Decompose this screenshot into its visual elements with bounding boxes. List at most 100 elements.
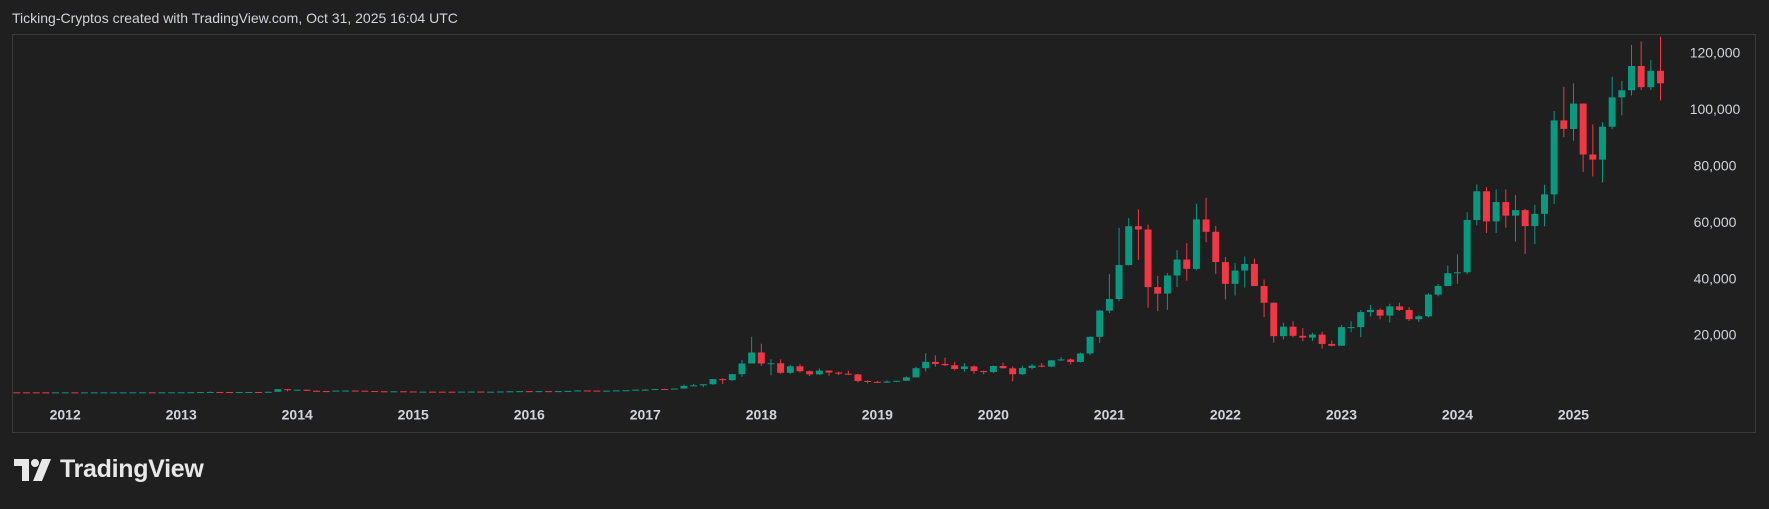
candle-body — [1444, 273, 1452, 287]
candle-body — [593, 390, 601, 392]
x-tick-label: 2025 — [1558, 407, 1589, 423]
candle-body — [1134, 226, 1142, 230]
candle-body — [1376, 309, 1384, 316]
candle-body — [1231, 270, 1239, 284]
candle-body — [1540, 194, 1548, 214]
candle-body — [255, 391, 263, 393]
candle-body — [1250, 263, 1258, 287]
candle-body — [1144, 229, 1152, 288]
candle-body — [226, 391, 234, 393]
candle-body — [583, 390, 591, 392]
pane-border — [12, 34, 1756, 433]
candle-body — [1183, 259, 1191, 269]
candle-body — [767, 363, 775, 365]
candle-body — [960, 366, 968, 369]
y-tick-label: 100,000 — [1690, 101, 1741, 117]
candle-body — [81, 392, 88, 394]
candle-body — [1221, 262, 1229, 284]
x-tick-label: 2016 — [514, 407, 545, 423]
candle-body — [361, 390, 369, 392]
candle-body — [1357, 312, 1365, 328]
candle-body — [1337, 327, 1345, 346]
x-tick-label: 2020 — [978, 407, 1009, 423]
candle-body — [1415, 316, 1423, 320]
candle-body — [129, 392, 137, 394]
candle-body — [303, 389, 311, 391]
candle-body — [467, 391, 475, 393]
y-tick-label: 20,000 — [1694, 327, 1737, 343]
candle-body — [1173, 259, 1181, 276]
candle-body — [216, 391, 224, 393]
candle-body — [1009, 368, 1017, 375]
candle-body — [400, 391, 408, 393]
candle-body — [158, 392, 166, 394]
candle-body — [525, 391, 533, 393]
candle-body — [989, 365, 997, 373]
candle-body — [177, 392, 185, 394]
candle-body — [139, 392, 147, 394]
candle-body — [245, 391, 253, 393]
candle-body — [42, 392, 50, 394]
candle-body — [293, 389, 301, 391]
candle-body — [23, 392, 30, 394]
candle-body — [516, 391, 524, 393]
header-text: Ticking-Cryptos created with TradingView… — [12, 10, 458, 26]
candle-body — [1531, 213, 1539, 227]
candle-body — [680, 385, 688, 389]
candle-body — [274, 389, 282, 392]
candle-body — [1163, 275, 1171, 294]
y-tick-label: 120,000 — [1690, 45, 1741, 61]
candle-body — [661, 389, 669, 391]
candle-body — [622, 390, 630, 392]
candle-body — [1560, 120, 1568, 129]
candle-body — [835, 372, 843, 374]
candle-body — [1473, 191, 1481, 221]
candle-body — [1405, 309, 1413, 320]
candle-body — [187, 392, 195, 394]
candle-body — [380, 391, 388, 393]
x-tick-label: 2024 — [1442, 407, 1473, 423]
candle-body — [1492, 202, 1500, 222]
x-tick-label: 2013 — [166, 407, 197, 423]
x-tick-label: 2014 — [282, 407, 313, 423]
candle-body — [371, 391, 379, 393]
candle-body — [554, 391, 562, 393]
candle-body — [100, 392, 108, 394]
x-tick-label: 2022 — [1210, 407, 1241, 423]
candle-body — [535, 391, 543, 393]
candle-body — [1115, 265, 1123, 300]
candle-body — [1589, 154, 1597, 160]
candle-body — [1018, 367, 1026, 375]
y-tick-label: 80,000 — [1694, 158, 1737, 174]
candle-body — [1202, 219, 1210, 232]
candle-body — [970, 366, 978, 372]
candle-body — [1453, 272, 1461, 274]
candle-body — [1105, 299, 1113, 311]
candle-body — [1569, 103, 1577, 129]
candle-body — [612, 390, 620, 392]
candle-body — [390, 391, 398, 393]
candle-body — [1434, 286, 1442, 295]
y-tick-label: 60,000 — [1694, 214, 1737, 230]
candle-body — [757, 352, 765, 364]
candle-body — [825, 370, 833, 373]
candle-body — [90, 392, 98, 394]
candle-body — [52, 392, 59, 394]
candle-body — [477, 391, 485, 393]
logo: TradingView — [14, 455, 204, 484]
candle-body — [912, 368, 920, 378]
candle-body — [941, 363, 949, 366]
candle-body — [1279, 326, 1287, 337]
candle-body — [1608, 97, 1616, 127]
candle-body — [1318, 334, 1326, 344]
candle-body — [1308, 334, 1316, 338]
candle-body — [931, 361, 939, 364]
candle-body — [235, 392, 243, 394]
candle-body — [1289, 326, 1297, 336]
candle-body — [728, 374, 736, 381]
x-tick-label: 2018 — [746, 407, 777, 423]
candle-body — [564, 390, 572, 392]
candle-body — [409, 391, 417, 393]
